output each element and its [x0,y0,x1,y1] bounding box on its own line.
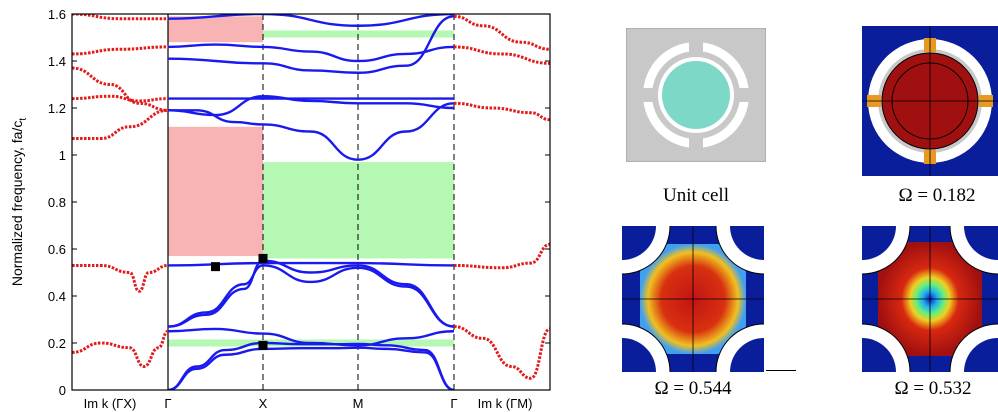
xtick-label-1: Γ [164,396,171,411]
ytick-label-0: 0 [59,383,66,398]
caption-mode-0532: Ω = 0.532 [894,378,972,399]
band-gap-0 [168,16,263,43]
ytick-label-3: 0.6 [48,242,66,257]
inclusion-circle [662,61,730,129]
band-curve-22 [453,45,550,65]
y-axis-label-subscript: t [18,118,29,121]
caption-mode-0544: Ω = 0.544 [654,378,732,399]
band-curve-11 [167,14,455,27]
band-gap-2 [263,30,454,38]
band-curve-16 [72,66,169,112]
band-curve-0 [167,346,455,390]
xtick-label-4: Γ [450,396,457,411]
ytick-label-4: 0.8 [48,195,66,210]
band-curve-4 [167,259,455,328]
band-curve-21 [453,101,550,122]
band-curve-8 [167,95,455,117]
marker-1 [258,253,268,263]
band-curve-17 [72,45,169,56]
unit-cell-panel [625,27,767,163]
marker-0 [211,262,220,272]
xtick-label-3: M [353,396,364,411]
band-curve-20 [453,242,550,270]
mode-panel-0544 [573,177,813,412]
band-curve-5 [167,261,455,267]
band-curve-10 [167,43,455,63]
xtick-label-2: X [259,396,268,411]
band-curve-3 [167,264,455,328]
ytick-label-8: 1.6 [48,7,66,22]
band-structure-chart: 0 0.2 0.4 0.6 0.8 1 1.2 1.4 1.6 Im k (ΓX) Γ X M Γ Im k… [9,7,551,411]
band-curve-14 [72,108,169,141]
band-curve-18 [72,14,168,21]
mode-panel-0182 [862,26,998,176]
band-curve-1 [167,341,455,390]
ytick-label-6: 1.2 [48,101,66,116]
xtick-label-0: Im k (ΓX) [84,396,137,411]
band-curve-6 [167,102,455,161]
band-gap-1 [168,126,263,257]
band-curve-2 [167,327,455,347]
band-curve-13 [72,329,169,369]
caption-unit-cell: Unit cell [663,185,729,206]
mode-panel-0532 [813,177,998,412]
caption-mode-0182: Ω = 0.182 [898,185,976,206]
ytick-label-7: 1.4 [48,54,66,69]
band-curve-19 [453,325,550,380]
band-curve-15 [72,94,169,103]
band-curve-9 [167,15,455,74]
band-curve-12 [72,263,169,293]
band-curve-23 [453,14,550,51]
ytick-label-2: 0.4 [48,289,66,304]
ytick-label-5: 1 [59,148,66,163]
xtick-label-5: Im k (ΓM) [478,396,533,411]
y-axis-label: Normalized frequency, fa/ct [9,118,29,286]
scale-line [766,370,796,371]
ytick-label-1: 0.2 [48,336,66,351]
marker-2 [258,340,268,350]
